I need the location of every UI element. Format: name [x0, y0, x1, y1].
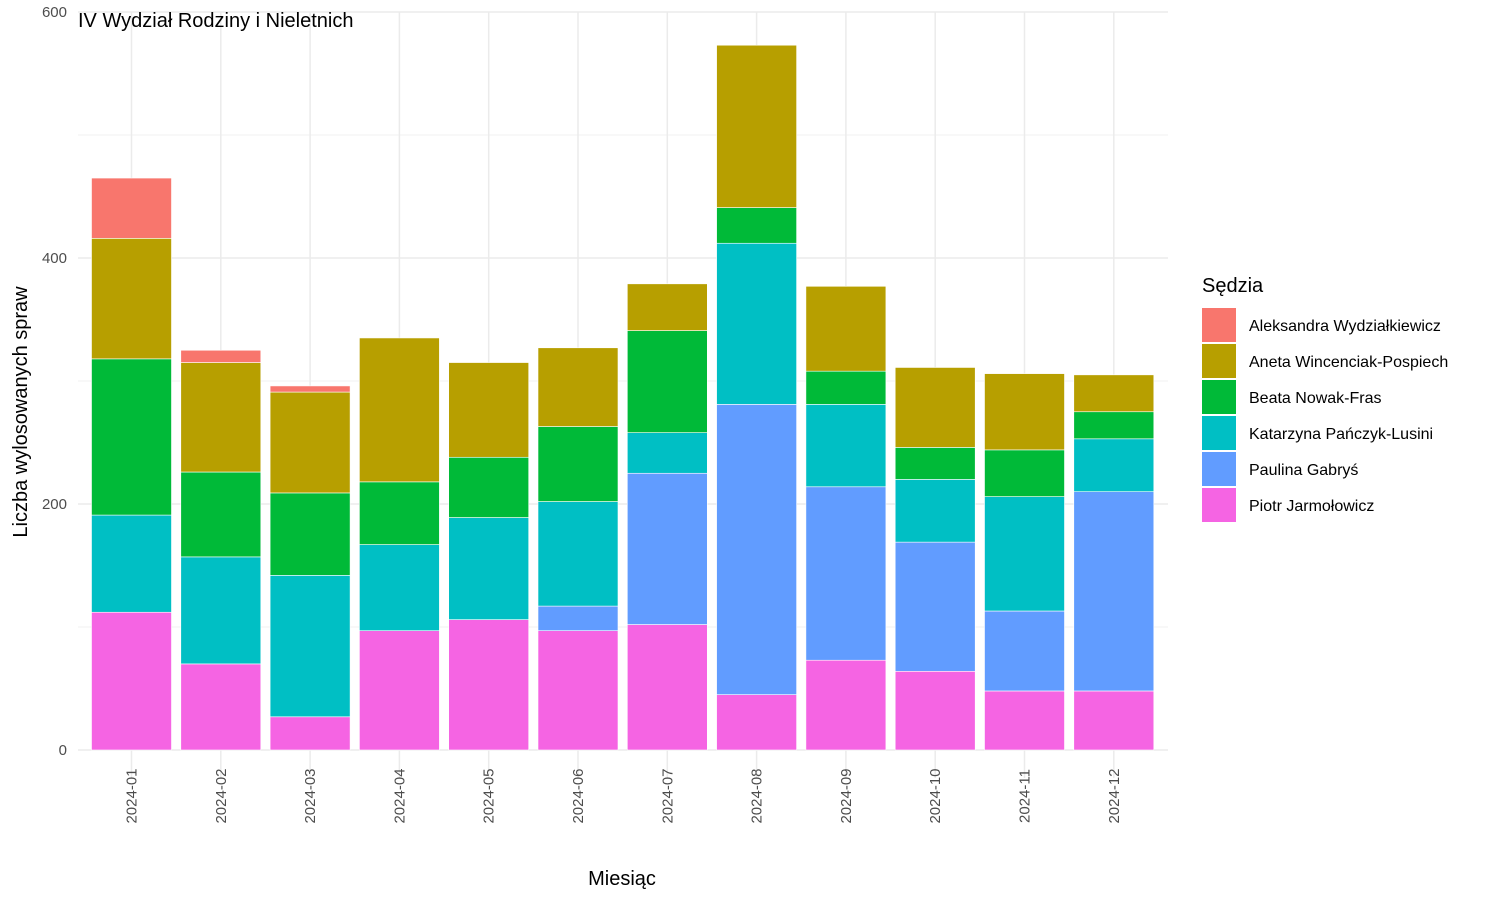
legend-swatch [1202, 488, 1236, 522]
bar-segment [91, 177, 172, 239]
bar-segment [537, 605, 619, 631]
x-tick-label: 2024-06 [570, 768, 587, 823]
bar-segment [91, 611, 172, 751]
bar-segment [91, 358, 172, 516]
bar-segment [716, 207, 797, 244]
bar-segment [180, 556, 262, 665]
legend-label: Paulina Gabryś [1249, 462, 1358, 479]
bar-segment [805, 285, 887, 372]
bar-segment [984, 373, 1065, 451]
legend-label: Aneta Wincenciak-Pospiech [1249, 354, 1448, 371]
bar-segment [180, 663, 262, 751]
bar-segment [537, 426, 619, 502]
bar-segment [269, 391, 351, 494]
bar-segment [894, 479, 976, 543]
bar-segment [448, 517, 530, 620]
bar-segment [359, 544, 440, 631]
legend-label: Piotr Jarmołowicz [1249, 498, 1374, 515]
bar-segment [626, 330, 708, 433]
x-tick-label: 2024-01 [124, 768, 141, 823]
legend-swatch [1202, 344, 1236, 378]
bar-segment [984, 690, 1065, 751]
bar-segment [894, 367, 976, 448]
bar-segment [716, 694, 797, 751]
legend-swatch [1202, 452, 1236, 486]
y-axis-title: Liczba wylosowanych spraw [10, 286, 32, 538]
bar-segment [91, 514, 172, 613]
x-tick-label: 2024-07 [659, 768, 676, 823]
x-tick-label: 2024-09 [838, 768, 855, 823]
legend-label: Aleksandra Wydziałkiewicz [1249, 318, 1441, 335]
bar-segment [716, 404, 797, 695]
legend-swatch [1202, 416, 1236, 450]
x-tick-label: 2024-04 [391, 768, 408, 823]
bar-segment [269, 385, 351, 393]
y-tick-label: 200 [42, 496, 67, 513]
bar-segment [894, 541, 976, 672]
bar-segment [894, 447, 976, 480]
bar-segment [1073, 690, 1155, 751]
bar-segment [626, 283, 708, 331]
y-tick-label: 600 [42, 4, 67, 21]
legend-swatch [1202, 380, 1236, 414]
bar-segment [1073, 374, 1155, 413]
bar-segment [269, 575, 351, 718]
bar-segment [805, 404, 887, 488]
chart-title: IV Wydział Rodziny i Nieletnich [78, 10, 353, 32]
bar-segment [984, 449, 1065, 497]
bars [91, 44, 1155, 751]
bar-segment [359, 337, 440, 483]
bar-segment [716, 44, 797, 208]
bar-segment [448, 619, 530, 751]
x-tick-label: 2024-12 [1106, 768, 1123, 823]
bar-segment [1073, 491, 1155, 692]
bar-segment [626, 624, 708, 751]
bar-segment [537, 501, 619, 607]
x-tick-label: 2024-10 [927, 768, 944, 823]
bar-segment [359, 481, 440, 545]
bar-segment [984, 496, 1065, 612]
legend-items: Aleksandra Wydziałkiewicz Aneta Wincencia… [1202, 308, 1448, 522]
x-tick-label: 2024-11 [1017, 769, 1034, 823]
bar-segment [180, 349, 262, 363]
bar-segment [91, 238, 172, 360]
bar-segment [269, 492, 351, 576]
legend-swatch [1202, 308, 1236, 342]
bar-segment [359, 630, 440, 751]
bar-segment [805, 659, 887, 751]
bar-segment [180, 362, 262, 473]
bar-segment [448, 362, 530, 458]
bar-segment [894, 670, 976, 751]
legend-label: Beata Nowak-Fras [1249, 390, 1382, 407]
bar-segment [626, 472, 708, 625]
bar-segment [984, 610, 1065, 692]
legend-title: Sędzia [1202, 275, 1264, 297]
bar-segment [269, 716, 351, 751]
x-axis-title: Miesiąc [588, 868, 656, 890]
bar-segment [626, 432, 708, 474]
legend-label: Katarzyna Pańczyk-Lusini [1249, 426, 1433, 443]
bar-segment [180, 471, 262, 558]
bar-segment [537, 347, 619, 427]
bar-segment [716, 242, 797, 405]
bar-segment [1073, 438, 1155, 492]
y-tick-label: 400 [42, 250, 67, 267]
y-axis-ticks: 0 200 400 600 [42, 4, 67, 759]
x-axis-ticks: 2024-01 2024-02 2024-03 2024-04 2024-05 2024-… [124, 768, 1123, 823]
x-tick-label: 2024-05 [481, 768, 498, 823]
bar-segment [537, 630, 619, 751]
y-tick-label: 0 [59, 742, 67, 759]
bar-segment [448, 456, 530, 518]
bar-segment [805, 370, 887, 405]
legend: Sędzia Aleksandra Wydziałkiewicz Aneta Wi… [1202, 275, 1448, 522]
x-tick-label: 2024-08 [749, 768, 766, 823]
x-tick-label: 2024-02 [213, 768, 230, 823]
bar-segment [1073, 411, 1155, 440]
x-tick-label: 2024-03 [302, 768, 319, 823]
bar-segment [805, 486, 887, 661]
